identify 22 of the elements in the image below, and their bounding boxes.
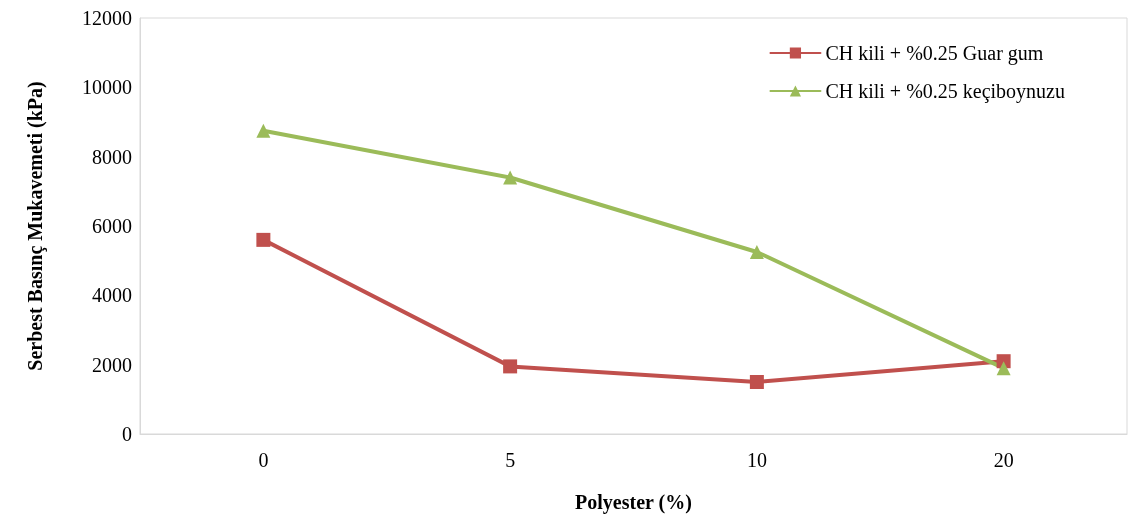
y-tick-label: 0 <box>122 423 132 445</box>
y-tick-label: 4000 <box>92 284 132 307</box>
x-tick-label: 5 <box>505 449 516 471</box>
x-tick-label: 20 <box>993 449 1014 471</box>
legend-label: CH kili + %0.25 keçiboynuzu <box>825 80 1066 103</box>
point <box>503 170 518 185</box>
point <box>996 361 1011 376</box>
point <box>749 245 764 259</box>
y-tick-label: 12000 <box>82 7 132 29</box>
y-tick-label: 2000 <box>92 353 132 376</box>
y-tick-label: 8000 <box>92 145 132 168</box>
x-tick-label: 10 <box>746 449 767 471</box>
legend-label: CH kili + %0.25 Guar gum <box>825 42 1044 65</box>
point <box>256 232 271 247</box>
y-tick-label: 10000 <box>82 76 132 99</box>
x-tick-label: 0 <box>258 449 269 471</box>
point <box>256 123 271 138</box>
point <box>749 375 764 389</box>
point <box>503 359 518 374</box>
y-tick-label: 6000 <box>92 215 132 237</box>
x-axis-title: Polyester (%) <box>575 491 692 514</box>
y-axis-title: Serbest Basınç Mukavemeti (kPa) <box>24 81 47 371</box>
